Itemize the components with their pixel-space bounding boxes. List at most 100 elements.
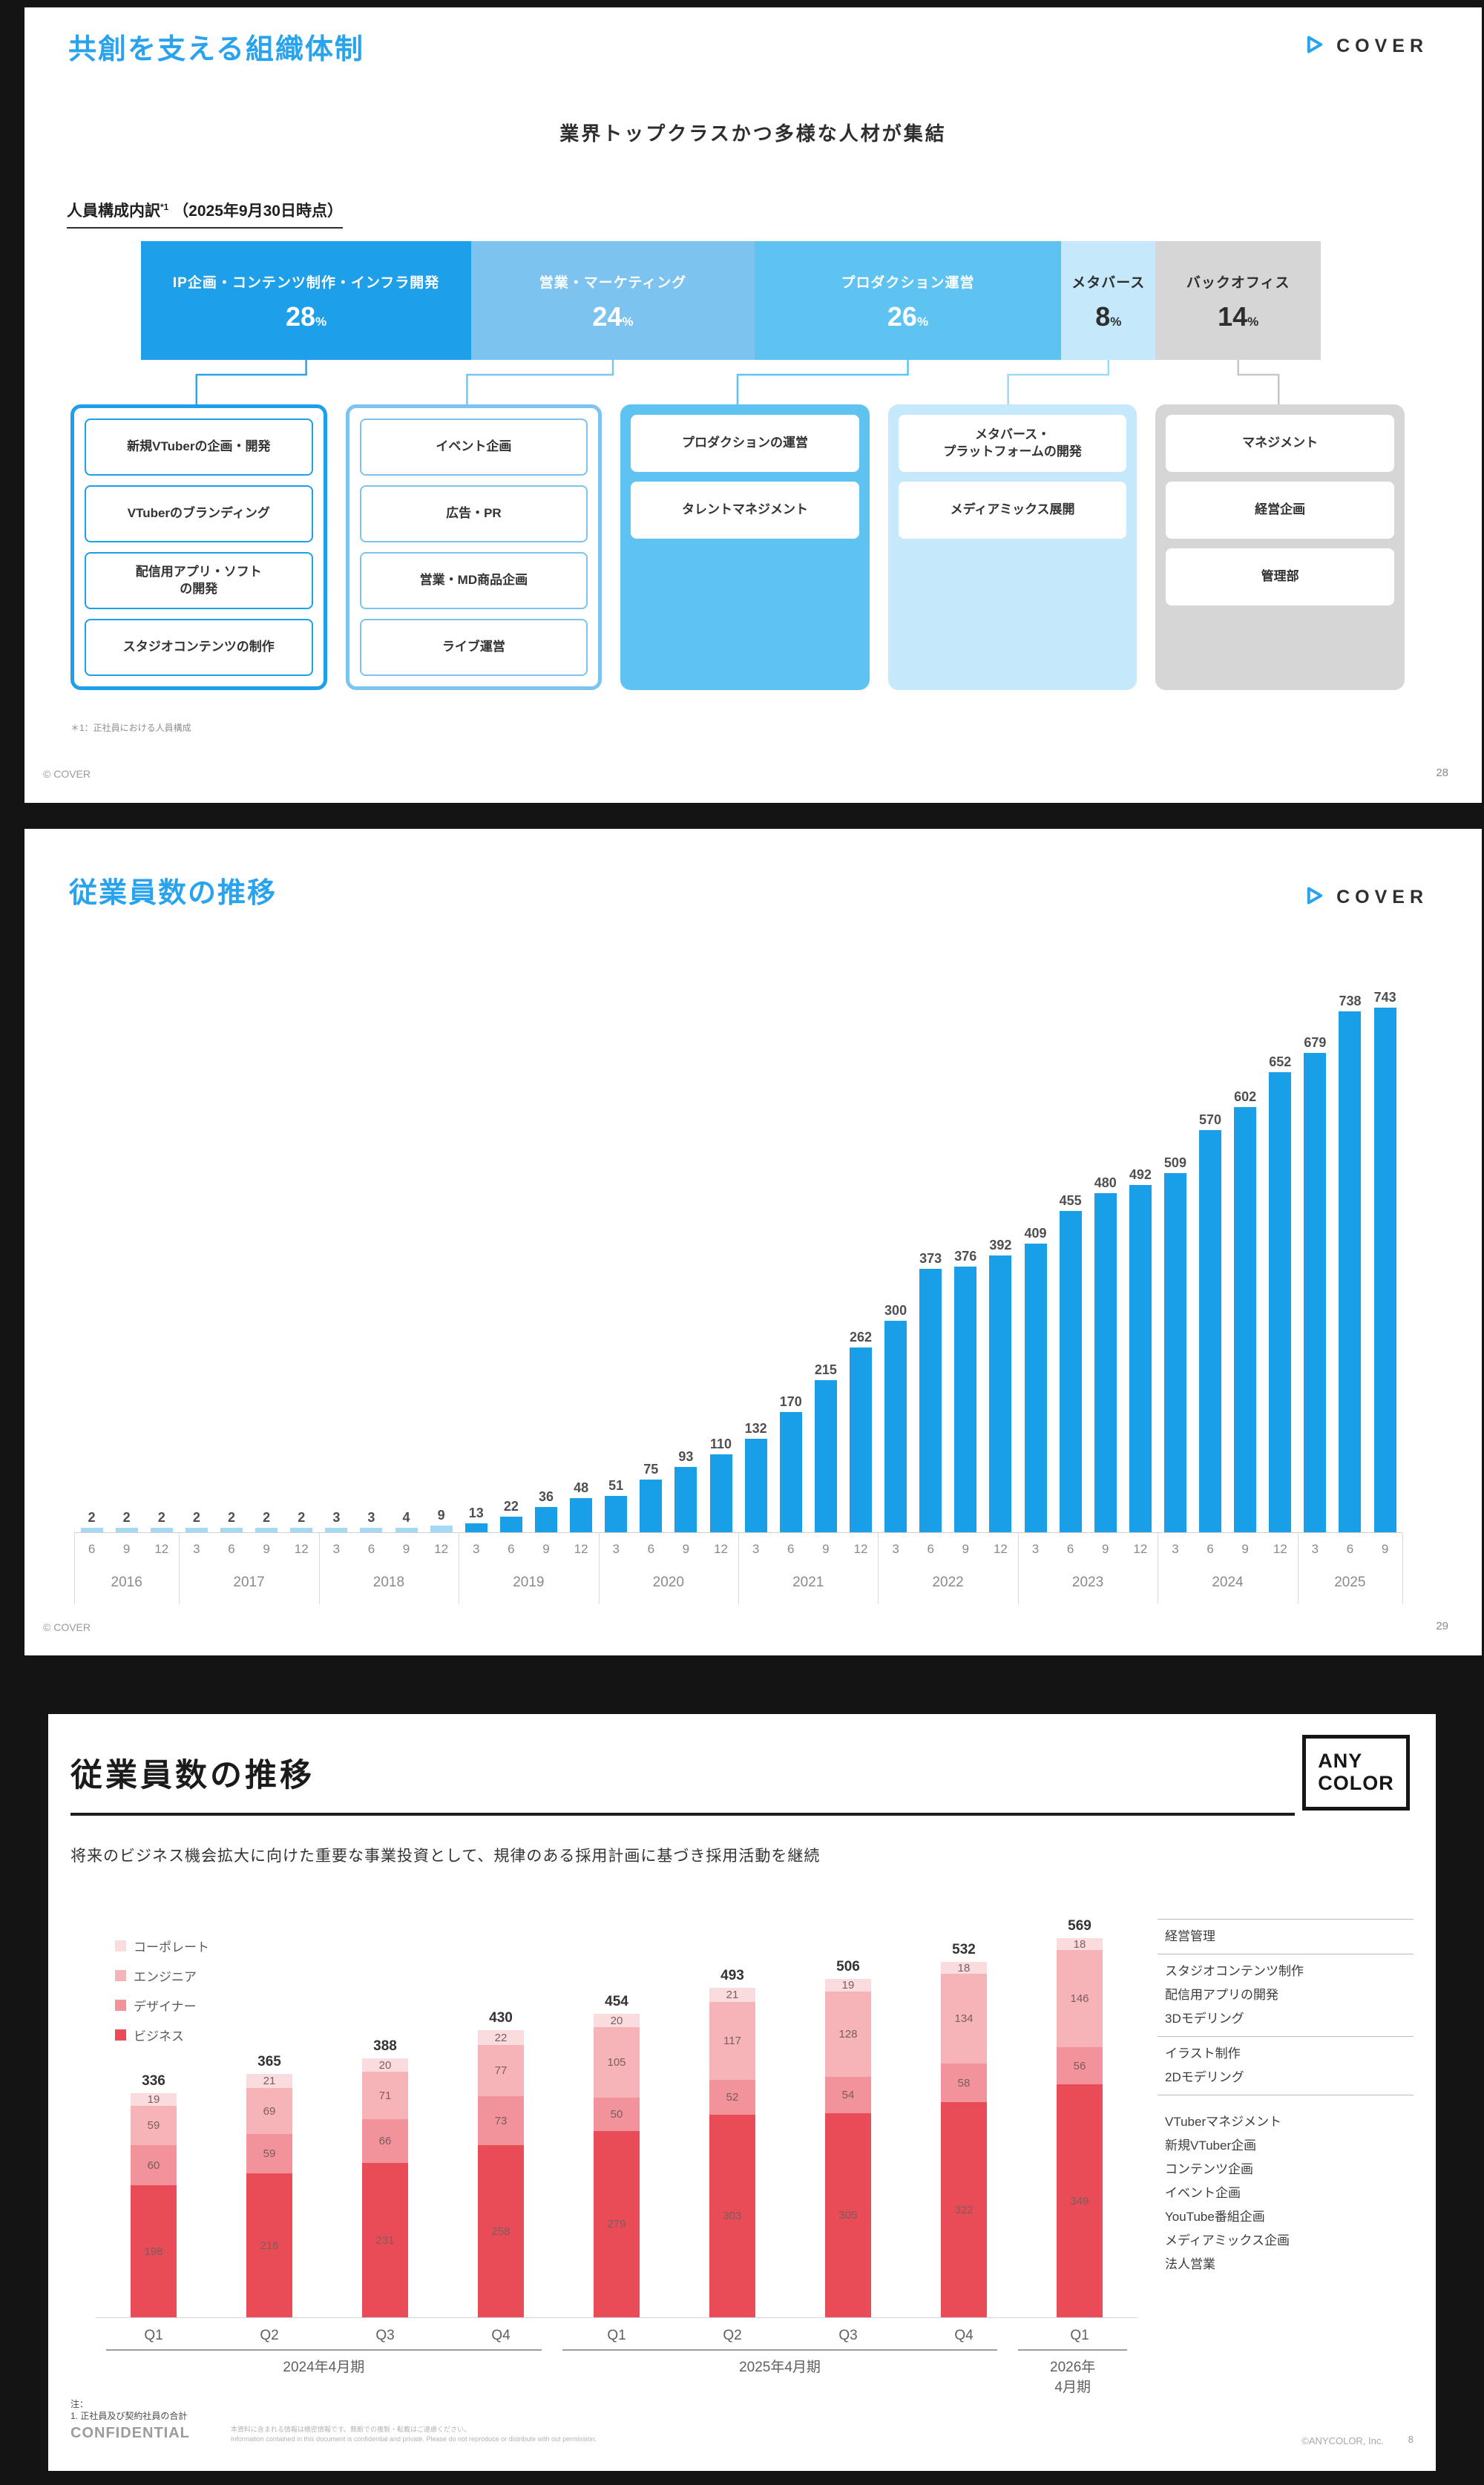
axis-quarter-label: Q1 bbox=[607, 2328, 626, 2343]
section-label-text: 人員構成内訳 bbox=[67, 203, 160, 220]
legend-swatch bbox=[115, 1940, 126, 1951]
bar bbox=[150, 1528, 173, 1532]
bar-value-label: 75 bbox=[643, 1462, 659, 1477]
bar-segment-エンジニア: 128 bbox=[825, 1992, 871, 2077]
axis-year-row: 2024年4月期 2025年4月期 2026年 4月期 bbox=[96, 2349, 1137, 2397]
org-item-box: VTuberのブランディング bbox=[85, 485, 313, 542]
bar-value-label: 215 bbox=[814, 1362, 837, 1377]
bar-total-label: 365 bbox=[257, 2054, 281, 2069]
org-segment-label: バックオフィス bbox=[1186, 275, 1290, 291]
axis-month-label: 12 bbox=[294, 1542, 309, 1556]
axis-month-label: 12 bbox=[853, 1542, 868, 1556]
bar-slot: 170 bbox=[773, 1394, 808, 1532]
axis-month-label: 12 bbox=[1133, 1542, 1148, 1556]
bar-segment-コーポレート: 20 bbox=[594, 2014, 640, 2027]
axis-month-label: 9 bbox=[1381, 1542, 1389, 1556]
bar bbox=[534, 1507, 557, 1532]
stacked-bar-slot: 430 22 77 73 258 bbox=[443, 2010, 559, 2317]
bar bbox=[1094, 1193, 1117, 1532]
stacked-bar: 19 59 60 198 bbox=[131, 2093, 177, 2317]
bar-value-label: 570 bbox=[1199, 1112, 1222, 1127]
role-item: イラスト制作 bbox=[1165, 2046, 1241, 2061]
bar-value-label: 262 bbox=[849, 1330, 872, 1345]
bar-value-label: 409 bbox=[1024, 1226, 1047, 1241]
org-segment-percent: 24% bbox=[592, 303, 633, 330]
bar-total-label: 506 bbox=[836, 1959, 860, 1974]
axis-year-underline bbox=[1018, 2349, 1128, 2351]
axis-separator bbox=[74, 1533, 75, 1604]
bar-total-label: 336 bbox=[142, 2073, 165, 2089]
bar-value-label: 373 bbox=[919, 1251, 942, 1266]
confidential-label: CONFIDENTIAL bbox=[70, 2425, 190, 2441]
bar-segment-エンジニア: 134 bbox=[941, 1974, 987, 2064]
legend-swatch bbox=[115, 2029, 126, 2041]
bar-segment-デザイナー: 50 bbox=[594, 2098, 640, 2131]
stacked-bar: 19 128 54 305 bbox=[825, 1979, 871, 2317]
bar-segment-ビジネス: 322 bbox=[941, 2102, 987, 2317]
stacked-bar-slot: 493 21 117 52 303 bbox=[674, 1968, 790, 2317]
axis-year-group: 2026年 4月期 bbox=[1008, 2349, 1137, 2397]
bar-slot: 51 bbox=[599, 1478, 634, 1532]
bar-slot: 679 bbox=[1298, 1035, 1333, 1532]
bar-slot: 2 bbox=[179, 1510, 214, 1532]
stacked-bar: 21 117 52 303 bbox=[709, 1988, 755, 2317]
percent-value: 26 bbox=[887, 301, 917, 332]
slide-employee-trend-cover: 従業員数の推移 COVER 2 2 2 2 2 2 2 3 3 4 9 13 22 36 48 51 75 93 1… bbox=[24, 829, 1482, 1655]
bar-value-label: 455 bbox=[1059, 1193, 1082, 1208]
axis-month-label: 3 bbox=[752, 1542, 760, 1556]
org-item-box: メディアミックス展開 bbox=[898, 482, 1127, 539]
bar-segment-デザイナー: 56 bbox=[1057, 2047, 1103, 2084]
org-connector-lines bbox=[195, 360, 1280, 404]
bar bbox=[1373, 1008, 1396, 1532]
axis-year-group: 2024年4月期 bbox=[96, 2349, 552, 2397]
bar-segment-エンジニア: 105 bbox=[594, 2027, 640, 2098]
axis-month-label: 6 bbox=[927, 1542, 934, 1556]
stacked-bar-slot: 506 19 128 54 305 bbox=[790, 1959, 906, 2317]
bar bbox=[395, 1528, 418, 1532]
axis-month-label: 6 bbox=[1066, 1542, 1074, 1556]
confidential-row: CONFIDENTIAL 本資料に含まれる情報は機密情報です。無断での複製・転載… bbox=[70, 2425, 597, 2444]
bar-slot: 4 bbox=[389, 1510, 424, 1532]
bar-slot: 2 bbox=[249, 1510, 284, 1532]
axis-year-underline bbox=[106, 2349, 542, 2351]
bar-segment-デザイナー: 73 bbox=[478, 2096, 524, 2145]
bar-value-label: 480 bbox=[1094, 1175, 1117, 1190]
bar bbox=[1304, 1053, 1327, 1532]
bar-segment-コーポレート: 20 bbox=[362, 2058, 408, 2072]
axis-separator bbox=[1017, 1533, 1019, 1604]
headcount-percentage-bar: IP企画・コンテンツ制作・インフラ開発 28% 営業・マーケティング 24% プロダクシ… bbox=[141, 241, 1321, 360]
bar-segment-デザイナー: 52 bbox=[709, 2080, 755, 2115]
stacked-bar-slot: 388 20 71 66 231 bbox=[327, 2038, 443, 2317]
slide-employee-trend-anycolor: 従業員数の推移 ANY COLOR 将来のビジネス機会拡大に向けた重要な事業投資… bbox=[48, 1714, 1436, 2471]
role-item: 法人営業 bbox=[1165, 2257, 1215, 2271]
bar bbox=[430, 1526, 453, 1532]
bar-segment-ビジネス: 198 bbox=[131, 2185, 177, 2317]
axis-year-label: 2024年4月期 bbox=[283, 2360, 365, 2375]
slide1-footnote: ＊1：正社員における人員構成 bbox=[70, 723, 191, 733]
legend-swatch bbox=[115, 1970, 126, 1981]
org-item-box: 管理部 bbox=[1166, 548, 1394, 605]
stacked-bar-slot: 336 19 59 60 198 bbox=[96, 2073, 211, 2317]
bar bbox=[220, 1528, 243, 1532]
bar-segment-デザイナー: 54 bbox=[825, 2077, 871, 2113]
axis-month-label: 9 bbox=[122, 1542, 131, 1556]
axis-separator bbox=[878, 1533, 879, 1604]
percent-value: 8 bbox=[1095, 301, 1111, 332]
legend-swatch bbox=[115, 2000, 126, 2011]
legend-row: エンジニア bbox=[115, 1966, 209, 1985]
axis-month-label: 3 bbox=[892, 1542, 899, 1556]
bar bbox=[954, 1267, 977, 1532]
role-item: 2Dモデリング bbox=[1165, 2070, 1244, 2084]
stacked-bar: 18 146 56 349 bbox=[1057, 1938, 1103, 2317]
stacked-bar: 20 71 66 231 bbox=[362, 2058, 408, 2317]
section-label-date: （2025年9月30日時点） bbox=[173, 203, 343, 220]
axis-year-label: 2024 bbox=[1212, 1575, 1244, 1590]
bar-value-label: 2 bbox=[157, 1510, 165, 1525]
bar-value-label: 93 bbox=[678, 1449, 694, 1464]
connector-line bbox=[1007, 360, 1110, 404]
bar-value-label: 652 bbox=[1269, 1054, 1292, 1069]
bar-slot: 2 bbox=[74, 1510, 109, 1532]
bar-slot: 22 bbox=[493, 1499, 528, 1532]
axis-quarter-label: Q1 bbox=[144, 2328, 163, 2343]
bar bbox=[1339, 1011, 1362, 1532]
